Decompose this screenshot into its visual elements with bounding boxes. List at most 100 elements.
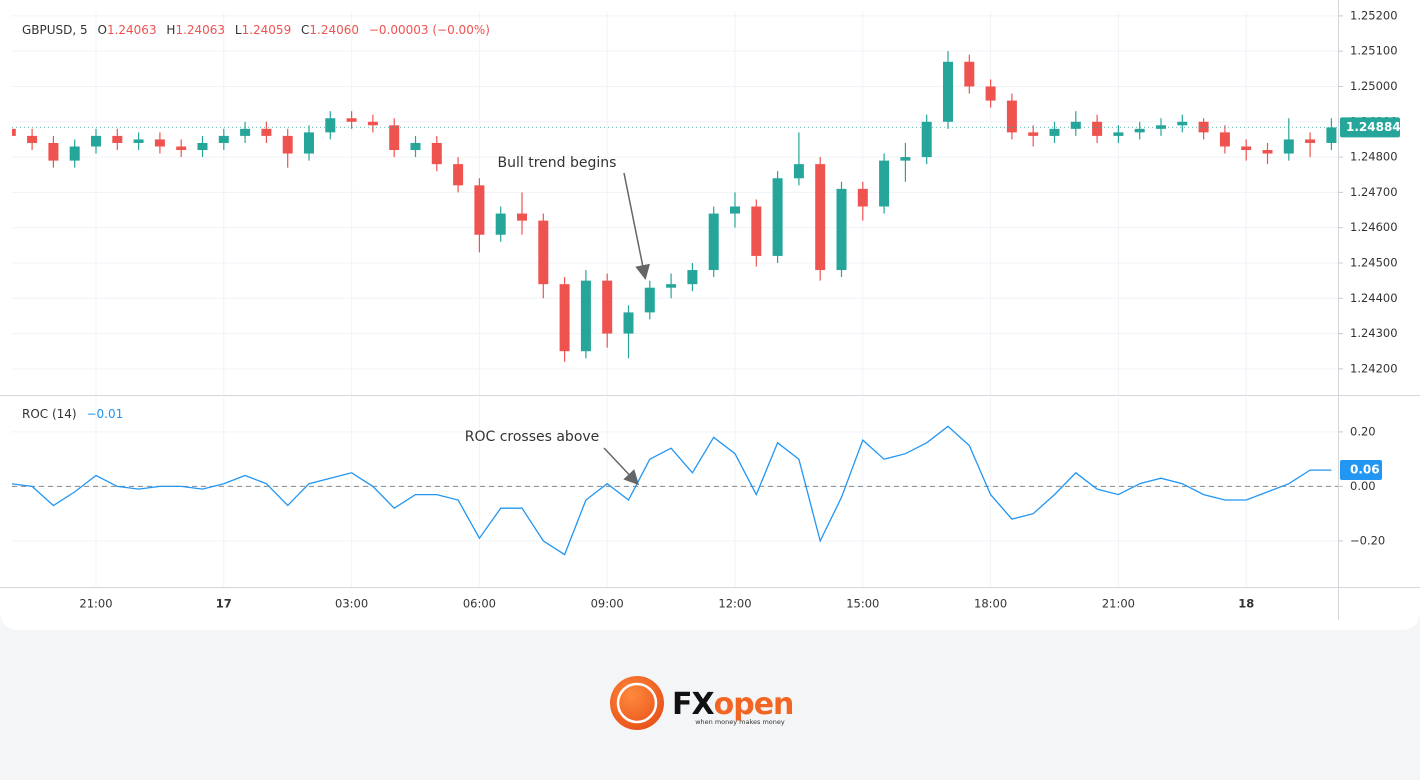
y-tick-label: 1.24500 xyxy=(1350,255,1398,269)
roc-legend: ROC (14) −0.01 xyxy=(22,407,123,421)
y-tick-label: 1.24200 xyxy=(1350,361,1398,375)
logo-icon-ring xyxy=(616,682,658,724)
candle-body xyxy=(27,135,38,143)
x-tick-label: 03:00 xyxy=(335,597,368,611)
brand-fx: FX xyxy=(672,687,714,722)
candles xyxy=(12,51,1337,362)
candle-body xyxy=(304,132,314,154)
candle-body xyxy=(623,312,634,334)
candle-body xyxy=(240,128,251,136)
candle-body xyxy=(474,185,485,235)
candle-body xyxy=(1326,127,1337,143)
annotation-arrow xyxy=(623,172,650,280)
candle-body xyxy=(133,139,144,143)
candle-body xyxy=(666,284,677,288)
legend-label: C xyxy=(301,23,309,37)
candle-body xyxy=(197,142,208,151)
brand-open: open xyxy=(714,687,794,722)
legend-value: 1.24063 xyxy=(175,23,225,37)
candle-body xyxy=(751,206,762,256)
candle-body xyxy=(1262,150,1273,154)
candle-body xyxy=(836,188,847,271)
y-tick-label: 1.24800 xyxy=(1350,150,1398,164)
candle-body xyxy=(1283,139,1294,154)
y-tick-label: 1.24300 xyxy=(1350,326,1398,340)
candle-body xyxy=(644,287,655,313)
candle-body xyxy=(1049,128,1060,136)
y-tick-label: 1.25200 xyxy=(1350,8,1398,22)
roc-pane xyxy=(12,425,1338,556)
candle-body xyxy=(900,157,911,161)
legend-label: L xyxy=(235,23,242,37)
candle-body xyxy=(517,213,527,221)
candle-body xyxy=(69,146,80,161)
brand-tagline: when money makes money xyxy=(695,718,785,726)
legend-change: −0.00003 (−0.00%) xyxy=(369,23,490,37)
y-tick-label: 1.25000 xyxy=(1350,79,1398,93)
symbol: GBPUSD, 5 xyxy=(22,23,88,37)
candle-body xyxy=(730,206,740,214)
y-tick-label: 0.20 xyxy=(1350,424,1376,438)
y-tick-label: 1.24400 xyxy=(1350,291,1398,305)
candle-body xyxy=(708,213,719,271)
candle-body xyxy=(389,125,400,151)
candle-body xyxy=(1134,128,1145,133)
y-tick-label: 0.00 xyxy=(1350,479,1376,493)
candle-body xyxy=(921,121,932,158)
x-tick-label: 18:00 xyxy=(974,597,1007,611)
legend: GBPUSD, 5 O1.24063 H1.24063 L1.24059 C1.… xyxy=(22,23,490,37)
x-tick-label: 18 xyxy=(1238,597,1254,611)
price-tag xyxy=(1340,117,1400,138)
logo: FXopen when money makes money xyxy=(610,676,794,730)
x-tick-label: 17 xyxy=(216,597,232,611)
candle-body xyxy=(346,118,357,122)
candle-body xyxy=(879,160,890,207)
candle-body xyxy=(91,135,101,147)
annotation-arrow xyxy=(603,447,640,486)
candle-body xyxy=(431,142,442,165)
candle-body xyxy=(985,86,996,101)
roc-line xyxy=(12,425,1332,556)
x-tick-label: 21:00 xyxy=(79,597,112,611)
candle-body xyxy=(48,142,59,161)
x-tick-label: 12:00 xyxy=(718,597,751,611)
y-tick-label: 1.25100 xyxy=(1350,44,1398,58)
candle-body xyxy=(1113,132,1124,136)
chart-panel xyxy=(0,0,1420,630)
candle-body xyxy=(943,61,953,122)
candle-body xyxy=(772,178,783,256)
candle-body xyxy=(1198,121,1209,133)
candle-body xyxy=(1241,146,1252,151)
candle-body xyxy=(964,61,975,87)
legend-value: 1.24059 xyxy=(242,23,292,37)
candle-body xyxy=(176,146,187,151)
candle-body xyxy=(367,121,378,126)
y-tick-label: 1.24700 xyxy=(1350,185,1398,199)
x-tick-label: 06:00 xyxy=(463,597,496,611)
y-tick-label: 1.24600 xyxy=(1350,220,1398,234)
candle-body xyxy=(325,118,336,133)
legend-value: 1.24063 xyxy=(107,23,157,37)
annotation: ROC crosses above xyxy=(465,429,600,445)
x-tick-label: 21:00 xyxy=(1102,597,1135,611)
value-tag xyxy=(1340,460,1382,481)
candle-body xyxy=(154,139,165,147)
legend-label: O xyxy=(98,23,107,37)
price-tag-label: 1.24884 xyxy=(1346,120,1401,134)
roc-title: ROC (14) xyxy=(22,407,77,421)
candle-body xyxy=(1006,100,1017,133)
roc-value: −0.01 xyxy=(86,407,123,421)
candle-body xyxy=(12,128,16,136)
candle-body xyxy=(815,164,826,271)
candle-body xyxy=(261,128,272,136)
value-tag-label: 0.06 xyxy=(1350,463,1380,477)
candle-body xyxy=(112,135,123,143)
candle-body xyxy=(1028,132,1039,136)
candle-body xyxy=(1092,121,1103,136)
legend-value: 1.24060 xyxy=(309,23,359,37)
axes: 21:00 17 03:00 06:00 09:00 12:00 15:00 18:00 21:… xyxy=(12,8,1401,611)
x-tick-label: 15:00 xyxy=(846,597,879,611)
candle-body xyxy=(857,188,868,207)
